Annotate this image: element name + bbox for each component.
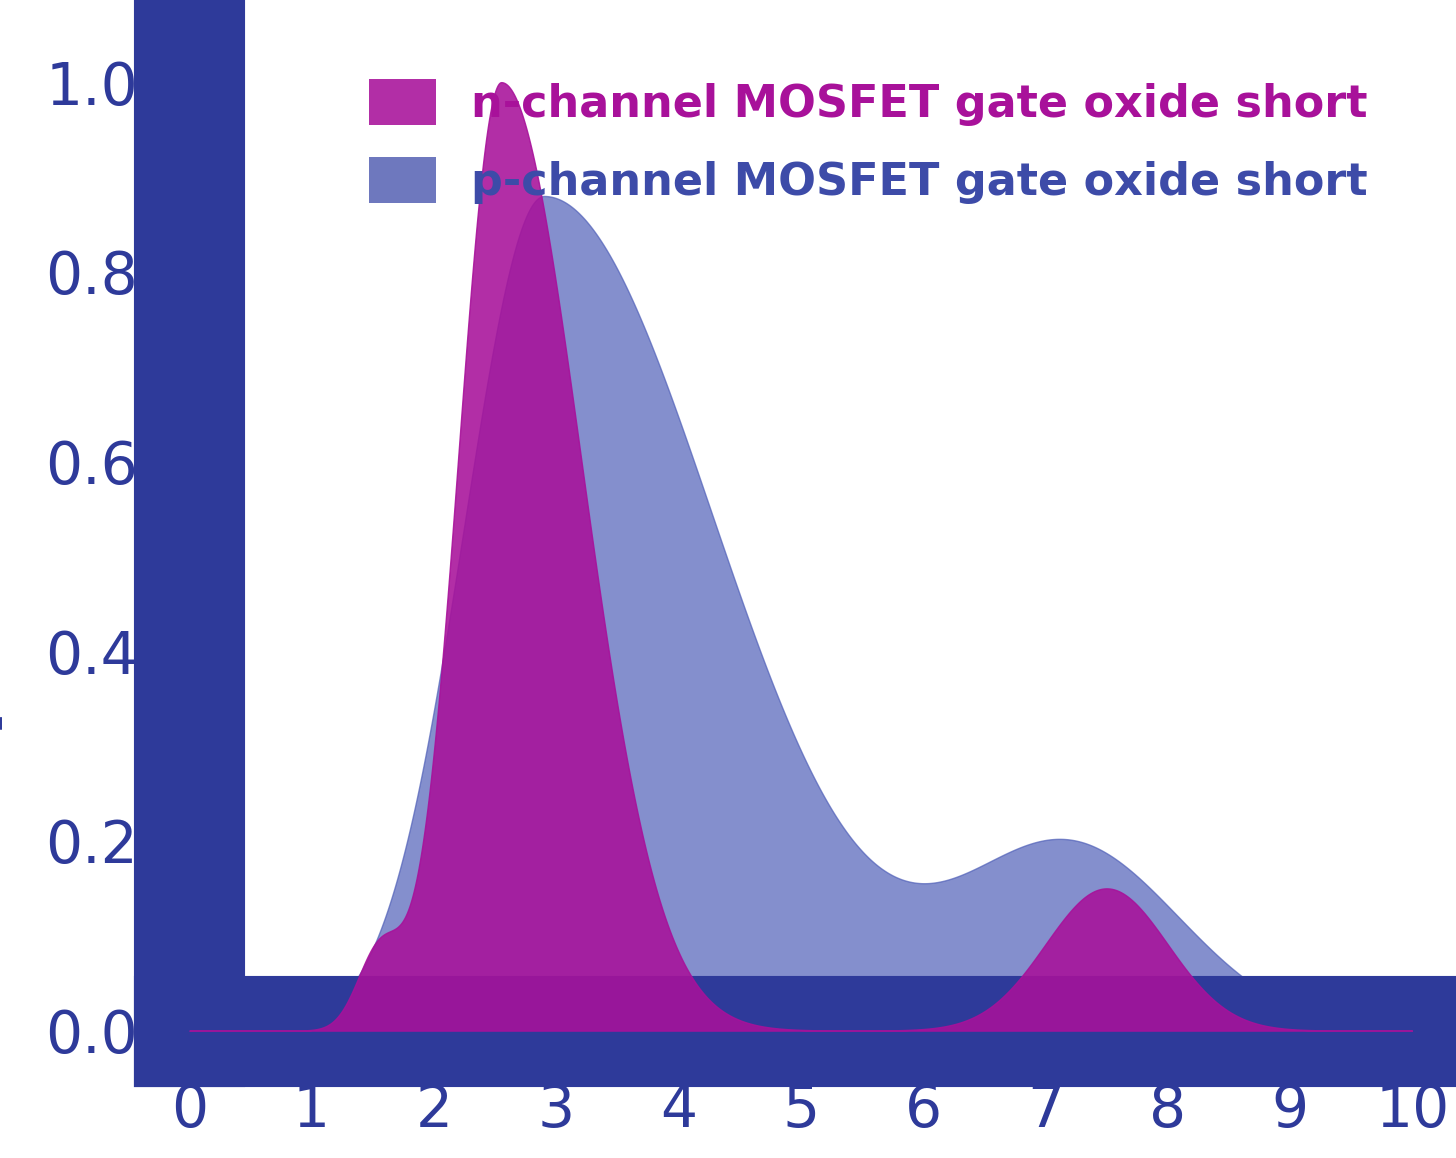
Y-axis label: Amplitude (a.u.): Amplitude (a.u.): [0, 199, 3, 866]
Legend: n-channel MOSFET gate oxide short, p-channel MOSFET gate oxide short: n-channel MOSFET gate oxide short, p-cha…: [347, 57, 1390, 226]
